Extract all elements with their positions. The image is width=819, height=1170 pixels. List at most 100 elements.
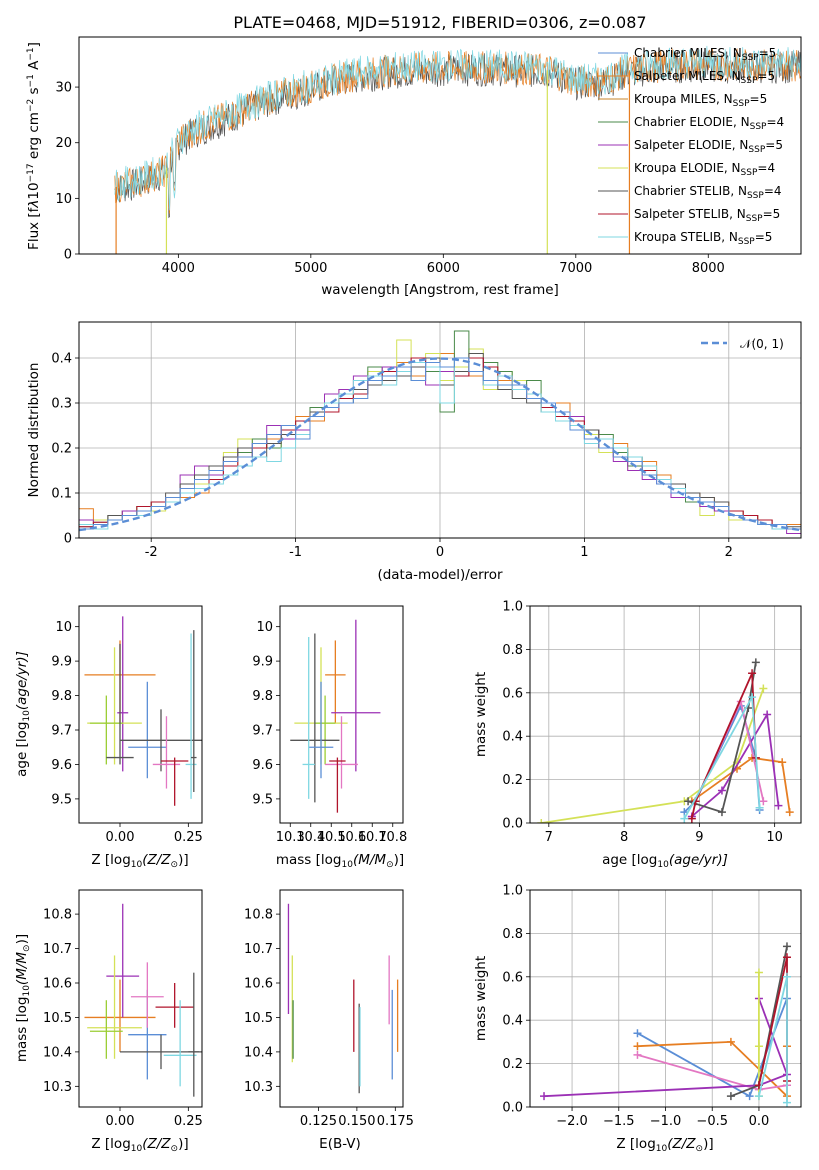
plot-area — [84, 616, 202, 806]
y-tick-label: 0.1 — [51, 487, 72, 502]
y-axis-label: mass [log10(M/M⊙)] — [14, 934, 32, 1062]
x-tick-label: 7000 — [559, 261, 592, 276]
weight-marker — [540, 1092, 549, 1101]
legend-entry: Salpeter STELIB, NSSP=5 — [634, 207, 780, 224]
panel-weight_vs_Z: −2.0 −1.5 −1.0 −0.5 0.0 0.0 0.2 0.4 0.6 0.8 1.0 — [502, 884, 802, 1129]
histogram-series — [79, 357, 801, 538]
plot-area — [530, 890, 801, 1107]
axes-frame — [78, 36, 802, 255]
y-tick-label: 0.6 — [502, 686, 523, 701]
axes-frame — [529, 605, 802, 824]
x-tick-label: 0.0 — [749, 1114, 770, 1129]
x-tick-label: 2 — [725, 545, 733, 560]
y-tick-label: 10 — [256, 620, 273, 635]
y-tick-label: 0.0 — [502, 1101, 523, 1116]
weight-line — [691, 711, 780, 818]
weight-marker — [759, 684, 768, 693]
weight-marker — [633, 1029, 642, 1038]
spectrum-line — [114, 45, 801, 211]
weight-marker — [680, 814, 689, 823]
legend-entry: Kroupa MILES, NSSP=5 — [634, 92, 767, 109]
x-tick-label: 7 — [545, 830, 553, 845]
y-axis-label: Normed distribution — [26, 363, 42, 498]
weight-line — [683, 703, 761, 813]
x-axis-label: wavelength [Angstrom, rest frame] — [321, 282, 559, 298]
weight-marker — [751, 658, 760, 667]
weight-marker — [726, 1037, 735, 1046]
x-tick-label: 0.00 — [106, 830, 135, 845]
y-tick-label: 10.6 — [244, 977, 273, 992]
x-tick-label: 1 — [580, 545, 588, 560]
x-tick-label: −2.0 — [556, 1114, 588, 1129]
panel-age_vs_Z: 0.00 0.25 9.5 9.6 9.7 9.8 9.9 10 — [51, 605, 203, 845]
weight-marker — [633, 1050, 642, 1059]
y-tick-label: 0.0 — [502, 817, 523, 832]
y-tick-label: 0.2 — [502, 773, 523, 788]
y-tick-label: 9.5 — [51, 792, 72, 807]
y-tick-label: 9.8 — [51, 689, 72, 704]
x-tick-label: −1.5 — [603, 1114, 635, 1129]
x-axis-label: age [log10(age/yr)] — [602, 852, 728, 870]
x-tick-label: −0.5 — [696, 1114, 728, 1129]
legend-entry: Chabrier MILES, NSSP=5 — [634, 46, 776, 63]
y-tick-label: 10.8 — [244, 908, 273, 923]
panel-mass_vs_EBV: 0.125 0.150 0.175 10.3 10.4 10.5 10.6 10.7 10.8 — [244, 889, 414, 1129]
weight-line — [690, 672, 757, 819]
legend-entry: Kroupa STELIB, NSSP=5 — [634, 230, 772, 247]
legend-entry: Kroupa ELODIE, NSSP=4 — [634, 161, 775, 178]
y-tick-label: 0 — [64, 532, 72, 547]
weight-marker — [726, 1092, 735, 1101]
x-tick-label: 0.175 — [377, 1114, 414, 1129]
y-tick-label: 10.8 — [43, 908, 72, 923]
panel-residuals: -2 -1 0 1 2 0 0.1 0.2 0.3 0.4 — [51, 321, 802, 560]
y-tick-label: 10.4 — [43, 1045, 72, 1060]
x-axis-label: mass [log10(M/M⊙)] — [276, 852, 404, 870]
legend-entry: Chabrier STELIB, NSSP=4 — [634, 184, 782, 201]
spectrum-line — [114, 48, 801, 214]
x-tick-label: 10.6 — [337, 830, 366, 845]
weight-marker — [755, 803, 764, 812]
y-tick-label: 1.0 — [502, 600, 523, 615]
x-tick-label: 10.3 — [276, 830, 305, 845]
weight-marker — [782, 972, 791, 981]
weight-marker — [754, 1092, 763, 1101]
legend-entry: Salpeter ELODIE, NSSP=5 — [634, 138, 783, 155]
x-tick-label: 6000 — [427, 261, 460, 276]
x-tick-label: 4000 — [162, 261, 195, 276]
axes-frame — [78, 321, 802, 539]
y-tick-label: 10.7 — [244, 942, 273, 957]
y-tick-label: 9.7 — [252, 724, 273, 739]
y-axis-label: Flux [fλ10−17 erg cm−2 s−1 A−1] — [26, 42, 42, 250]
y-tick-label: 10 — [55, 192, 72, 207]
y-tick-label: 0.8 — [502, 643, 523, 658]
weight-marker — [782, 1098, 791, 1107]
y-tick-label: 1.0 — [502, 884, 523, 899]
weight-marker — [745, 1092, 754, 1101]
y-tick-label: 9.8 — [252, 689, 273, 704]
x-tick-label: 10 — [766, 830, 783, 845]
x-tick-label: 10.8 — [378, 830, 407, 845]
x-tick-label: 9 — [695, 830, 703, 845]
weight-marker — [748, 669, 757, 678]
axes-frame — [78, 605, 203, 824]
y-tick-label: 10.4 — [244, 1045, 273, 1060]
x-axis-label: (data-model)/error — [377, 567, 503, 583]
weight-marker — [782, 953, 791, 962]
weight-marker — [754, 968, 763, 977]
x-tick-label: 8 — [620, 830, 628, 845]
y-tick-label: 10.3 — [244, 1080, 273, 1095]
y-tick-label: 0.3 — [51, 397, 72, 412]
weight-marker — [717, 786, 726, 795]
plot-area — [290, 619, 381, 813]
y-tick-label: 10.6 — [43, 977, 72, 992]
x-tick-label: -2 — [145, 545, 158, 560]
y-tick-label: 9.6 — [252, 758, 273, 773]
weight-marker — [785, 808, 794, 817]
x-tick-label: 0.25 — [174, 1114, 203, 1129]
plot-area — [114, 45, 801, 254]
weight-line — [541, 688, 765, 823]
x-axis-label: E(B-V) — [319, 1136, 361, 1152]
plot-area — [287, 903, 399, 1094]
y-tick-label: 10.3 — [43, 1080, 72, 1095]
